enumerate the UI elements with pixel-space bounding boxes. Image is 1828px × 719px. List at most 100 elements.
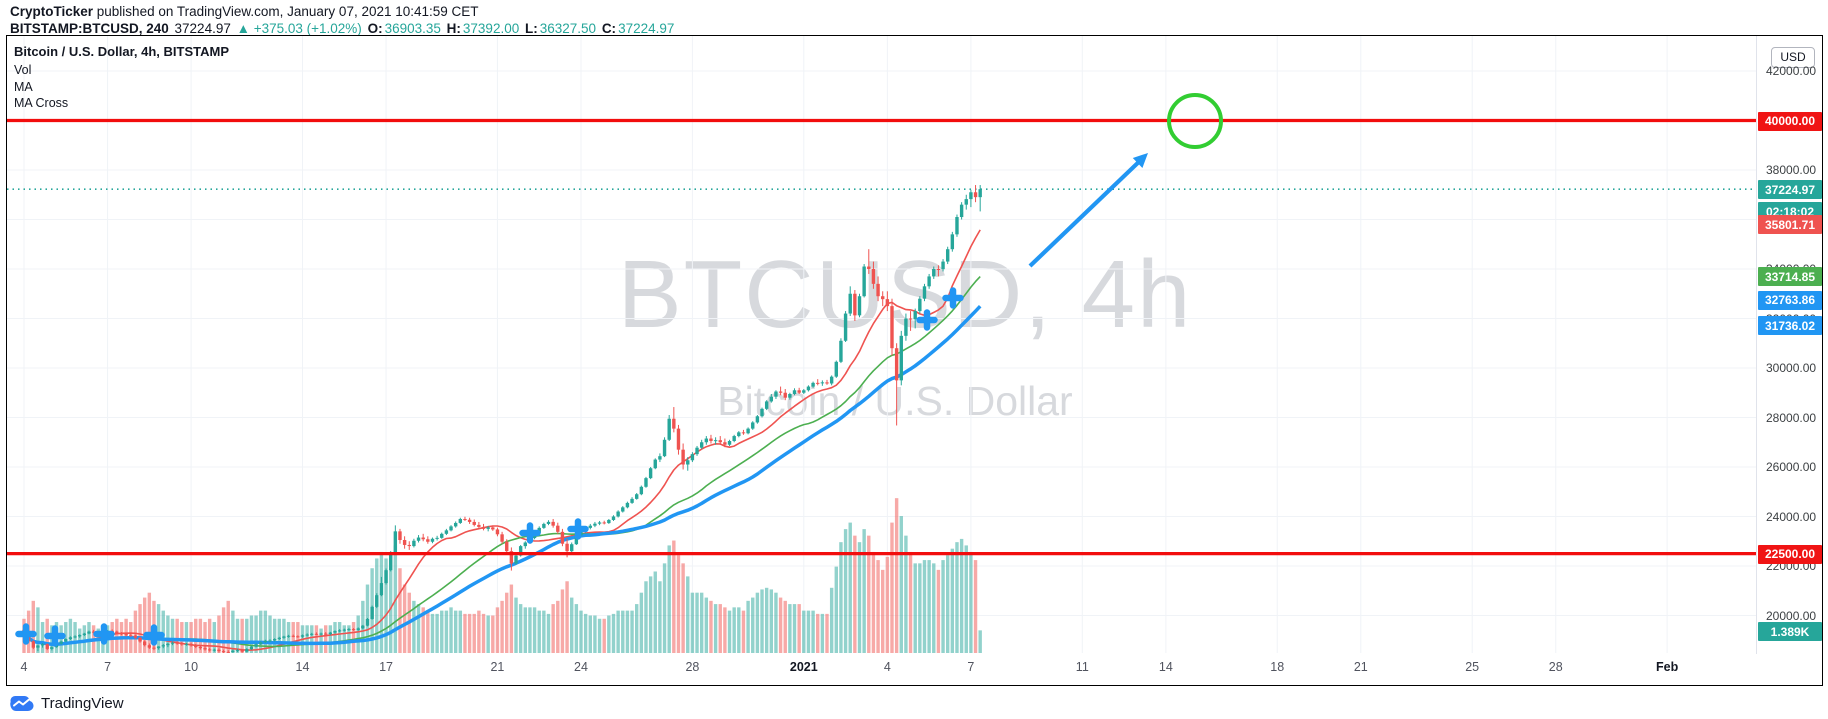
price-axis[interactable]: USD 42000.0040000.0038000.0036000.003400… (1756, 36, 1824, 654)
candle-body (87, 631, 91, 634)
volume-bar (774, 592, 778, 653)
volume-bar (635, 604, 639, 653)
candle-body (416, 537, 421, 541)
candle-body (820, 382, 825, 384)
candle-body (481, 526, 486, 529)
price-tick-label: 28000.00 (1766, 410, 1817, 425)
candle-body (319, 633, 323, 635)
candle-body (133, 635, 138, 638)
candle-body (161, 645, 165, 647)
time-tick-label: 25 (1465, 660, 1480, 674)
volume-bar (240, 618, 244, 653)
price-tick-label: 30000.00 (1766, 361, 1817, 375)
candle-body (189, 643, 193, 646)
currency-toggle-button[interactable]: USD (1771, 47, 1815, 68)
price-tick-label: 24000.00 (1766, 509, 1817, 524)
volume-bar (732, 607, 736, 653)
volume-bar (551, 604, 555, 653)
legend-item-ma[interactable]: MA (14, 79, 33, 94)
volume-bar (87, 622, 91, 653)
price-tick-label: 20000.00 (1766, 608, 1817, 623)
chart-legend: Bitcoin / U.S. Dollar, 4h, BITSTAMP Vol M… (14, 44, 229, 111)
volume-bar (310, 625, 314, 653)
candle-body (254, 644, 258, 647)
candle-body (718, 440, 722, 443)
candle-body (509, 551, 514, 564)
volume-bar (959, 538, 964, 653)
volume-bar (342, 625, 346, 653)
candle-body (658, 456, 662, 460)
candle-body (932, 269, 936, 277)
volume-bar (514, 597, 518, 653)
candle-body (723, 442, 727, 445)
volume-bar (718, 604, 722, 653)
close-label: C: (601, 21, 617, 36)
candle-body (732, 436, 736, 442)
volume-bar (147, 592, 152, 653)
volume-bar (829, 587, 834, 653)
candle-body (491, 527, 495, 530)
time-tick-label: 28 (685, 660, 700, 674)
legend-item-ma-cross[interactable]: MA Cross (14, 96, 69, 110)
volume-bar (560, 589, 565, 653)
candle-body (755, 416, 760, 423)
candle-body (551, 521, 555, 526)
volume-bar (881, 569, 885, 653)
candle-body (774, 391, 778, 397)
volume-bar (570, 597, 574, 653)
legend-item-vol[interactable]: Vol (14, 63, 32, 77)
candle-body (816, 382, 820, 384)
tradingview-logo-icon[interactable] (10, 695, 34, 712)
volume-bar (667, 545, 671, 653)
candle-body (310, 633, 314, 635)
volume-bar (950, 548, 955, 653)
volume-bar (695, 592, 699, 653)
volume-bar (806, 610, 811, 653)
candle-body (713, 440, 718, 442)
plus-marker (143, 624, 165, 646)
candle-body (388, 553, 393, 571)
candle-body (518, 546, 523, 556)
last-price: 37224.97 (174, 21, 231, 36)
candle-body (505, 541, 509, 552)
candle-body (402, 540, 407, 545)
volume-bar (894, 498, 899, 653)
volume-bar (885, 556, 890, 653)
time-tick-label: 14 (295, 660, 310, 674)
volume-bar (913, 563, 917, 653)
volume-bar (398, 568, 402, 653)
volume-bar (337, 622, 342, 653)
close-value: 37224.97 (618, 21, 675, 36)
legend-items: Vol MA MA Cross (14, 63, 229, 111)
candle-body (91, 631, 96, 633)
volume-bar (212, 622, 217, 653)
volume-bar (235, 618, 240, 653)
candle-body (82, 633, 87, 636)
candle-body (500, 534, 504, 542)
footer-brand[interactable]: TradingView (41, 694, 124, 712)
volume-bar (518, 604, 523, 653)
candle-body (226, 651, 230, 653)
volume-bar (927, 560, 931, 653)
volume-bar (305, 625, 309, 653)
time-axis[interactable]: 4 7 10 14 17 21 24 28 2021 4 7 11 14 18 21 25 28 Feb (7, 654, 1756, 685)
candle-body (333, 631, 337, 633)
candle-body (908, 318, 913, 320)
candle-body (221, 651, 226, 653)
candle-body (881, 296, 885, 300)
candle-body (843, 313, 848, 341)
volume-bar (356, 615, 360, 653)
volume-bar (834, 566, 838, 653)
legend-title[interactable]: Bitcoin / U.S. Dollar, 4h, BITSTAMP (14, 44, 230, 59)
candle-body (741, 432, 746, 434)
candle-body (769, 396, 774, 402)
candle-body (147, 645, 152, 648)
volume-bar (644, 581, 648, 653)
trend-arrow-head (1132, 153, 1148, 168)
price-tick-label: 26000.00 (1766, 460, 1817, 474)
author-name: CryptoTicker (10, 4, 94, 19)
candle-body (119, 633, 124, 635)
volume-bar (676, 555, 681, 653)
candle-body (857, 296, 862, 316)
